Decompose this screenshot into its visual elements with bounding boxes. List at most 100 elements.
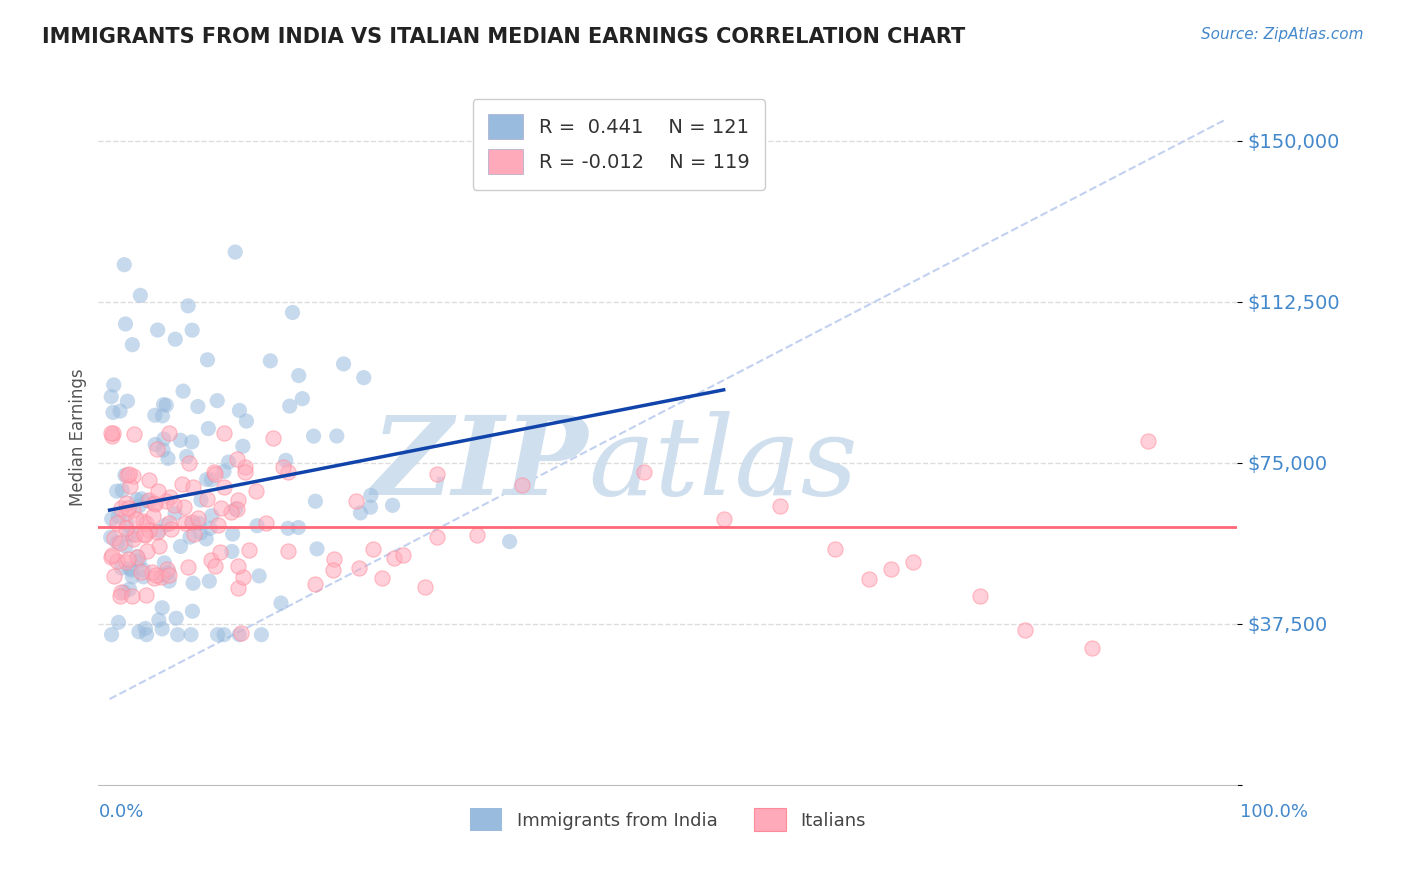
Legend: Immigrants from India, Italians: Immigrants from India, Italians xyxy=(463,801,873,838)
Point xyxy=(115,516,138,531)
Point xyxy=(903,555,925,569)
Point xyxy=(118,527,141,541)
Point xyxy=(176,450,198,464)
Point xyxy=(114,521,136,535)
Point xyxy=(177,560,200,574)
Point xyxy=(117,500,139,515)
Point xyxy=(229,626,252,640)
Point xyxy=(202,465,225,479)
Point xyxy=(135,516,157,530)
Point xyxy=(510,478,533,492)
Point xyxy=(152,443,174,458)
Point xyxy=(155,494,177,508)
Point xyxy=(361,541,384,556)
Point xyxy=(118,582,141,597)
Point xyxy=(146,483,169,498)
Point xyxy=(146,442,169,457)
Point xyxy=(134,622,156,636)
Point xyxy=(108,590,131,604)
Point xyxy=(768,499,790,513)
Point xyxy=(105,484,128,499)
Point xyxy=(100,530,122,544)
Point xyxy=(322,563,344,577)
Point xyxy=(200,553,222,567)
Point xyxy=(100,425,122,440)
Point xyxy=(212,464,235,478)
Point xyxy=(143,409,166,423)
Point xyxy=(134,527,156,541)
Point xyxy=(121,589,143,603)
Point xyxy=(858,572,880,586)
Point xyxy=(121,337,143,351)
Point xyxy=(274,453,297,467)
Point xyxy=(157,516,180,530)
Point xyxy=(121,570,143,584)
Point xyxy=(124,527,146,541)
Point xyxy=(228,403,250,417)
Point xyxy=(141,565,163,579)
Point xyxy=(117,551,139,566)
Point xyxy=(143,496,166,510)
Point xyxy=(277,544,299,558)
Point xyxy=(238,542,260,557)
Point xyxy=(177,456,200,470)
Point xyxy=(181,516,204,531)
Point xyxy=(103,378,125,392)
Point xyxy=(304,577,326,591)
Point xyxy=(142,508,165,523)
Point xyxy=(180,627,202,641)
Point xyxy=(204,559,226,574)
Point xyxy=(114,506,136,520)
Point xyxy=(232,569,254,583)
Point xyxy=(114,317,136,331)
Point xyxy=(107,615,129,630)
Point xyxy=(110,500,132,515)
Point xyxy=(226,558,249,573)
Point xyxy=(115,496,138,510)
Point xyxy=(174,516,197,531)
Point xyxy=(233,466,256,480)
Point xyxy=(207,627,229,641)
Point xyxy=(177,299,200,313)
Point xyxy=(271,460,294,475)
Point xyxy=(181,604,204,618)
Point xyxy=(181,480,204,494)
Point xyxy=(181,323,204,337)
Point xyxy=(107,516,129,530)
Point xyxy=(221,527,243,541)
Point xyxy=(128,554,150,568)
Point xyxy=(128,624,150,639)
Point xyxy=(148,613,170,627)
Point xyxy=(173,500,195,515)
Point xyxy=(179,530,201,544)
Point xyxy=(211,501,233,516)
Point xyxy=(326,429,349,443)
Point xyxy=(392,548,415,562)
Point xyxy=(114,468,136,483)
Point xyxy=(180,434,202,449)
Point xyxy=(302,429,325,443)
Point xyxy=(233,460,256,475)
Point xyxy=(195,532,218,546)
Text: IMMIGRANTS FROM INDIA VS ITALIAN MEDIAN EARNINGS CORRELATION CHART: IMMIGRANTS FROM INDIA VS ITALIAN MEDIAN … xyxy=(42,27,966,46)
Point xyxy=(110,536,132,550)
Point xyxy=(152,409,174,423)
Point xyxy=(132,570,155,584)
Point xyxy=(155,518,177,533)
Point xyxy=(118,561,141,575)
Point xyxy=(205,393,228,408)
Point xyxy=(170,476,193,491)
Point xyxy=(132,514,155,528)
Point xyxy=(1136,434,1159,449)
Point xyxy=(165,332,187,346)
Point xyxy=(323,552,346,566)
Point xyxy=(125,550,148,565)
Point xyxy=(169,540,191,554)
Point xyxy=(111,483,134,498)
Point xyxy=(200,473,222,487)
Point xyxy=(131,491,153,506)
Point xyxy=(134,527,156,541)
Point xyxy=(713,511,735,525)
Text: 0.0%: 0.0% xyxy=(98,803,143,821)
Point xyxy=(187,510,209,524)
